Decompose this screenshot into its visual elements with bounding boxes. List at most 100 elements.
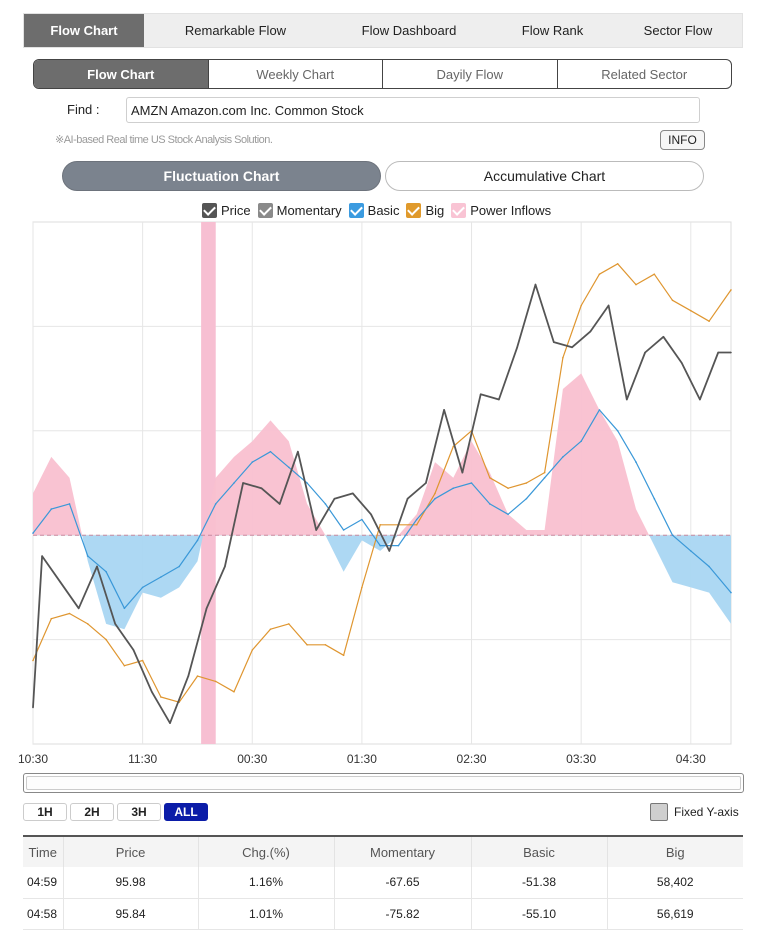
col-big: Big <box>606 835 743 867</box>
basic-series-line-point <box>635 461 637 463</box>
range-3h-button[interactable]: 3H <box>117 803 161 821</box>
basic-series-line-point <box>306 482 308 484</box>
chart-scrollbar[interactable] <box>23 773 744 793</box>
subtab-daily-flow[interactable]: Dayily Flow <box>382 60 557 88</box>
big-series-line-point <box>361 586 363 589</box>
range-all-button[interactable]: ALL <box>164 803 208 821</box>
tab-sector-flow[interactable]: Sector Flow <box>643 23 713 38</box>
subtab-flow-chart[interactable]: Flow Chart <box>34 60 208 88</box>
accumulative-chart-button[interactable]: Accumulative Chart <box>385 161 704 191</box>
basic-series-line-point <box>288 466 290 469</box>
price-series-line-point <box>59 581 62 583</box>
x-tick-label: 11:30 <box>128 752 157 766</box>
basic-series-line-point <box>269 450 272 453</box>
price-series-line-point <box>187 675 190 677</box>
basic-series-line-point <box>379 544 382 547</box>
price-checkbox[interactable] <box>202 202 217 218</box>
tab-remarkable-flow[interactable]: Remarkable Flow <box>184 23 287 38</box>
find-label: Find : <box>67 102 100 117</box>
price-series-line-point <box>699 398 701 401</box>
legend-momentary[interactable]: Momentary <box>257 202 342 218</box>
cell-momentary: -67.65 <box>333 867 471 899</box>
table-header-row: Time Price Chg.(%) Momentary Basic Big <box>23 835 743 867</box>
tab-flow-dashboard[interactable]: Flow Dashboard <box>361 23 457 38</box>
subtab-weekly-chart[interactable]: Weekly Chart <box>207 60 383 88</box>
power-inflows-checkbox[interactable] <box>451 202 467 218</box>
range-1h-button[interactable]: 1H <box>23 803 67 821</box>
scrollbar-thumb[interactable] <box>26 776 741 790</box>
top-nav: Flow Chart Remarkable Flow Flow Dashboar… <box>23 13 743 48</box>
fixed-y-axis-toggle[interactable]: Fixed Y-axis <box>650 803 739 821</box>
price-series-line-point <box>730 351 732 354</box>
x-tick-label: 00:30 <box>237 752 267 766</box>
flow-chart: 10:30 11:30 00:30 01:30 02:30 03:30 04:30 <box>18 221 732 766</box>
price-series-line-point <box>132 649 135 651</box>
big-checkbox[interactable] <box>406 202 422 218</box>
chart-legend: Price Momentary Basic Big Power Inflows <box>202 200 558 220</box>
basic-series-line-point <box>507 513 509 516</box>
price-series-line-point <box>662 336 665 338</box>
legend-power-inflows-label: Power Inflows <box>470 202 552 218</box>
legend-price[interactable]: Price <box>202 202 251 218</box>
basic-series-line-point <box>397 544 400 547</box>
basic-series-line-point <box>434 497 436 500</box>
price-series-line-point <box>571 346 573 349</box>
tab-flow-rank[interactable]: Flow Rank <box>521 23 584 38</box>
price-series-line-point <box>278 503 281 505</box>
fixed-y-checkbox[interactable] <box>650 803 668 821</box>
basic-series-line-point <box>525 497 528 500</box>
basic-series-line-point <box>415 518 418 521</box>
ai-note: ※AI-based Real time US Stock Analysis So… <box>55 134 273 146</box>
basic-series-line-point <box>708 565 710 568</box>
cell-basic: -55.10 <box>470 898 607 930</box>
big-series-line-point <box>452 445 455 448</box>
range-2h-button[interactable]: 2H <box>70 803 114 821</box>
stock-search-input[interactable] <box>126 97 700 123</box>
big-series-line-point <box>141 659 144 662</box>
table-row[interactable]: 04:58 95.84 1.01% -75.82 -55.10 56,619 <box>23 898 743 930</box>
basic-series-line-point <box>671 534 674 536</box>
info-button[interactable]: INFO <box>660 130 705 150</box>
basic-series-line-point <box>214 503 217 505</box>
momentary-checkbox[interactable] <box>257 202 273 218</box>
legend-big[interactable]: Big <box>406 202 444 218</box>
table-row[interactable]: 04:59 95.98 1.16% -67.65 -51.38 58,402 <box>23 867 743 899</box>
legend-basic[interactable]: Basic <box>348 202 399 218</box>
big-series-line-point <box>251 649 254 651</box>
price-series-line-point <box>406 497 409 500</box>
basic-series-line-point <box>50 508 53 510</box>
basic-series-line-point <box>68 503 71 505</box>
x-tick-label: 10:30 <box>18 752 48 766</box>
big-series-line-point <box>489 477 491 479</box>
basic-series-line-point <box>653 497 656 500</box>
subtab-related-sector[interactable]: Related Sector <box>556 60 732 88</box>
basic-series-line-point <box>342 529 345 531</box>
big-series-line-point <box>87 623 89 625</box>
basic-series-line-point <box>123 607 126 610</box>
basic-series-line-point <box>730 591 732 594</box>
legend-power-inflows[interactable]: Power Inflows <box>451 202 552 218</box>
price-series-line-point <box>297 450 299 453</box>
fluctuation-chart-button[interactable]: Fluctuation Chart <box>62 161 381 191</box>
cell-price: 95.98 <box>62 867 198 899</box>
basic-series-line-point <box>562 456 564 458</box>
basic-checkbox[interactable] <box>348 202 364 218</box>
cell-time: 04:59 <box>23 867 63 899</box>
basic-series-line-point <box>690 550 692 552</box>
power-inflows-positive-area <box>33 373 731 536</box>
sub-tabs: Flow Chart Weekly Chart Dayily Flow Rela… <box>33 59 732 89</box>
fixed-y-label: Fixed Y-axis <box>674 805 739 819</box>
cell-big: 56,619 <box>606 898 743 930</box>
price-series-line-point <box>260 487 263 490</box>
basic-series-line-point <box>452 487 455 490</box>
big-series-line-point <box>598 273 601 276</box>
price-series-line-point <box>352 492 354 495</box>
basic-series-line-point <box>489 503 491 505</box>
big-series-line-point <box>671 299 674 302</box>
price-series-line-point <box>32 706 34 709</box>
power-inflows-negative-area <box>82 535 731 630</box>
big-series-line-point <box>50 617 53 620</box>
price-series-line-point <box>516 346 518 349</box>
basic-series-line-point <box>598 409 601 411</box>
tab-flow-chart[interactable]: Flow Chart <box>24 14 144 47</box>
